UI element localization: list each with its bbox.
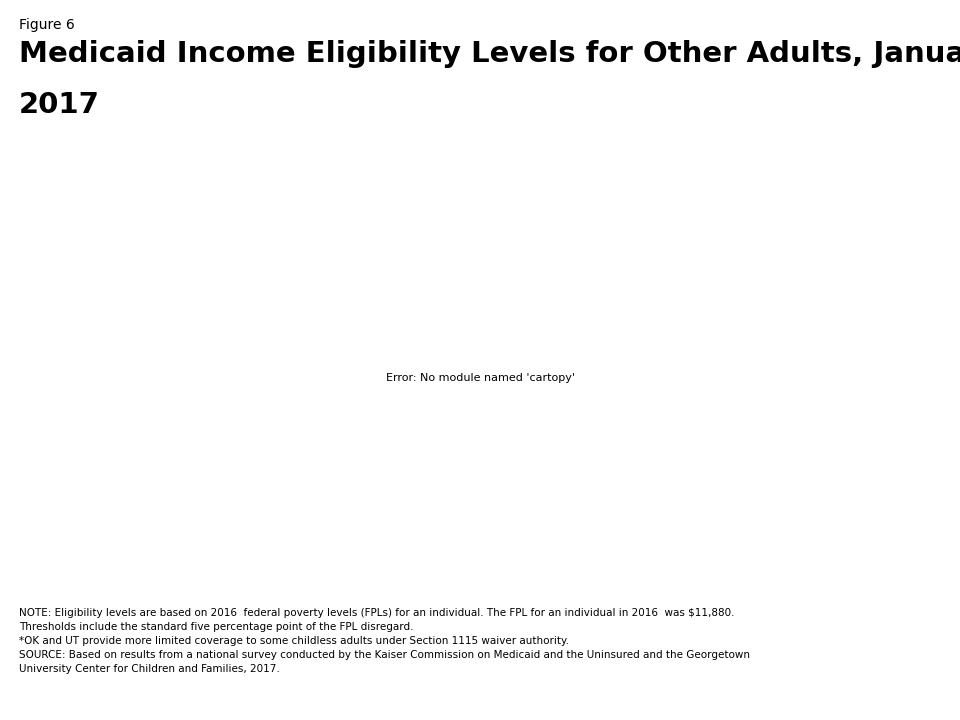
Text: KAISER: KAISER bbox=[858, 665, 916, 678]
Text: NOTE: Eligibility levels are based on 2016  federal poverty levels (FPLs) for an: NOTE: Eligibility levels are based on 20… bbox=[19, 608, 750, 675]
Text: FOUNDATION: FOUNDATION bbox=[862, 700, 912, 709]
Text: FAMILY: FAMILY bbox=[860, 680, 914, 693]
Text: Figure 6: Figure 6 bbox=[19, 18, 75, 32]
Text: Medicaid Income Eligibility Levels for Other Adults, January: Medicaid Income Eligibility Levels for O… bbox=[19, 40, 960, 68]
Text: THE HENRY J.: THE HENRY J. bbox=[862, 647, 912, 655]
Text: Error: No module named 'cartopy': Error: No module named 'cartopy' bbox=[386, 373, 574, 383]
Text: 2017: 2017 bbox=[19, 91, 100, 120]
